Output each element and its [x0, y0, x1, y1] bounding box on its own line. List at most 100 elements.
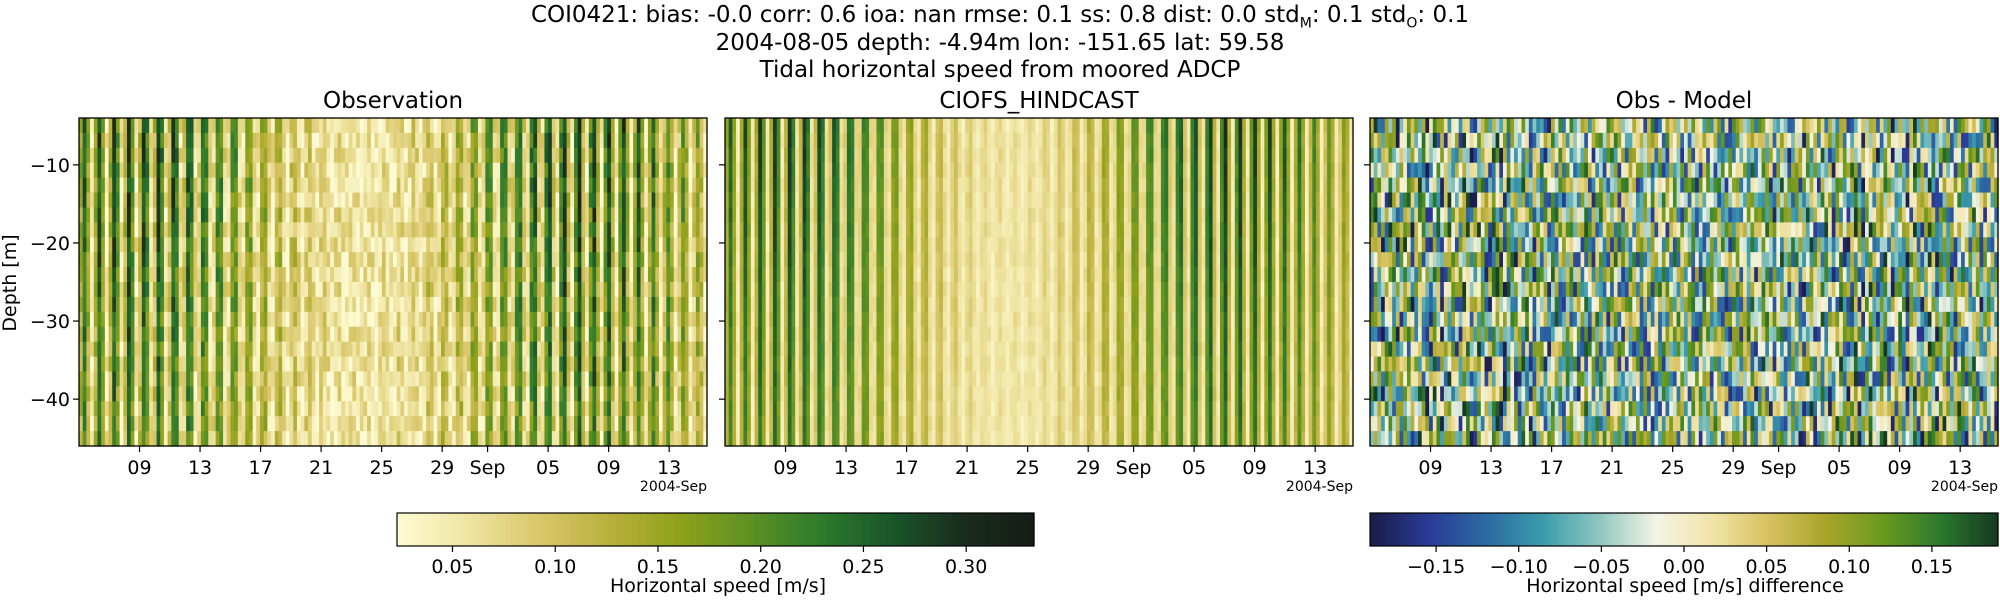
heatmap-cell: [278, 282, 283, 298]
heatmap-cell: [293, 237, 298, 253]
heatmap-cell: [289, 282, 294, 298]
heatmap-cell: [274, 132, 280, 149]
heatmap-cell: [271, 431, 276, 447]
heatmap-cell: [485, 282, 490, 298]
heatmap-cell: [396, 401, 401, 417]
heatmap-cell: [374, 162, 379, 179]
heatmap-cell: [400, 237, 405, 253]
heatmap-cell: [211, 237, 217, 253]
heatmap-cell: [418, 162, 424, 179]
heatmap-cell: [548, 118, 553, 134]
heatmap-cell: [514, 118, 520, 134]
heatmap-cell: [485, 386, 490, 402]
heatmap-cell: [861, 431, 866, 447]
heatmap-cell: [695, 311, 701, 328]
heatmap-cell: [381, 311, 387, 328]
heatmap-cell: [215, 401, 220, 417]
heatmap-cell: [356, 177, 361, 194]
heatmap-cell: [337, 207, 342, 223]
heatmap-cell: [441, 341, 446, 358]
heatmap-cell: [625, 386, 631, 402]
heatmap-cell: [444, 118, 450, 134]
heatmap-cell: [93, 431, 99, 447]
heatmap-cell: [104, 341, 110, 358]
heatmap-cell: [293, 356, 298, 373]
heatmap-cell: [857, 222, 863, 238]
heatmap-cell: [267, 386, 272, 402]
heatmap-cell: [352, 132, 357, 149]
heatmap-cell: [119, 401, 124, 417]
heatmap-cell: [226, 356, 232, 373]
heatmap-cell: [160, 296, 165, 313]
heatmap-cell: [308, 267, 313, 283]
heatmap-cell: [507, 207, 512, 223]
heatmap-cell: [230, 177, 235, 194]
heatmap-cell: [223, 132, 228, 149]
heatmap-cell: [296, 311, 302, 328]
heatmap-cell: [256, 222, 261, 238]
heatmap-cell: [537, 341, 542, 358]
heatmap-cell: [223, 282, 228, 298]
heatmap-cell: [485, 326, 490, 343]
heatmap-cell: [880, 401, 885, 417]
heatmap-cell: [906, 356, 911, 373]
heatmap-cell: [200, 431, 206, 447]
heatmap-cell: [618, 132, 623, 149]
heatmap-cell: [917, 386, 922, 402]
heatmap-cell: [585, 416, 590, 432]
heatmap-cell: [548, 431, 553, 447]
heatmap-cell: [566, 416, 571, 432]
heatmap-cell: [610, 237, 616, 253]
heatmap-cell: [776, 237, 782, 253]
heatmap-cell: [226, 147, 232, 164]
heatmap-cell: [699, 222, 704, 238]
heatmap-cell: [204, 371, 209, 387]
heatmap-cell: [119, 311, 124, 328]
heatmap-cell: [647, 416, 653, 432]
heatmap-cell: [492, 207, 498, 223]
heatmap-cell: [79, 326, 84, 343]
heatmap-cell: [237, 177, 243, 194]
heatmap-cell: [673, 267, 679, 283]
heatmap-cell: [400, 207, 405, 223]
heatmap-cell: [824, 192, 830, 209]
heatmap-cell: [887, 356, 892, 373]
heatmap-cell: [123, 282, 128, 298]
heatmap-cell: [477, 192, 483, 209]
heatmap-cell: [776, 118, 782, 134]
heatmap-cell: [806, 311, 811, 328]
heatmap-cell: [835, 252, 841, 268]
heatmap-cell: [625, 192, 631, 209]
heatmap-cell: [322, 371, 328, 387]
heatmap-cell: [463, 416, 468, 432]
heatmap-cell: [821, 296, 826, 313]
heatmap-cell: [208, 311, 213, 328]
heatmap-cell: [278, 252, 283, 268]
heatmap-cell: [167, 147, 172, 164]
heatmap-cell: [289, 401, 294, 417]
heatmap-cell: [370, 371, 376, 387]
heatmap-cell: [437, 431, 442, 447]
heatmap-cell: [477, 326, 483, 343]
heatmap-cell: [769, 356, 774, 373]
heatmap-cell: [341, 282, 346, 298]
heatmap-cell: [913, 177, 918, 194]
heatmap-cell: [806, 132, 811, 149]
heatmap-cell: [189, 401, 195, 417]
heatmap-cell: [393, 237, 398, 253]
heatmap-cell: [633, 296, 638, 313]
heatmap-cell: [732, 207, 737, 223]
heatmap-cell: [492, 371, 498, 387]
heatmap-cell: [341, 371, 346, 387]
heatmap-cell: [765, 356, 770, 373]
heatmap-cell: [474, 237, 479, 253]
heatmap-cell: [544, 237, 549, 253]
heatmap-cell: [703, 356, 708, 373]
heatmap-cell: [629, 311, 634, 328]
heatmap-cell: [754, 267, 759, 283]
heatmap-cell: [356, 118, 361, 134]
heatmap-cell: [223, 386, 228, 402]
heatmap-cell: [761, 371, 767, 387]
heatmap-cell: [459, 118, 464, 134]
heatmap-cell: [776, 296, 782, 313]
